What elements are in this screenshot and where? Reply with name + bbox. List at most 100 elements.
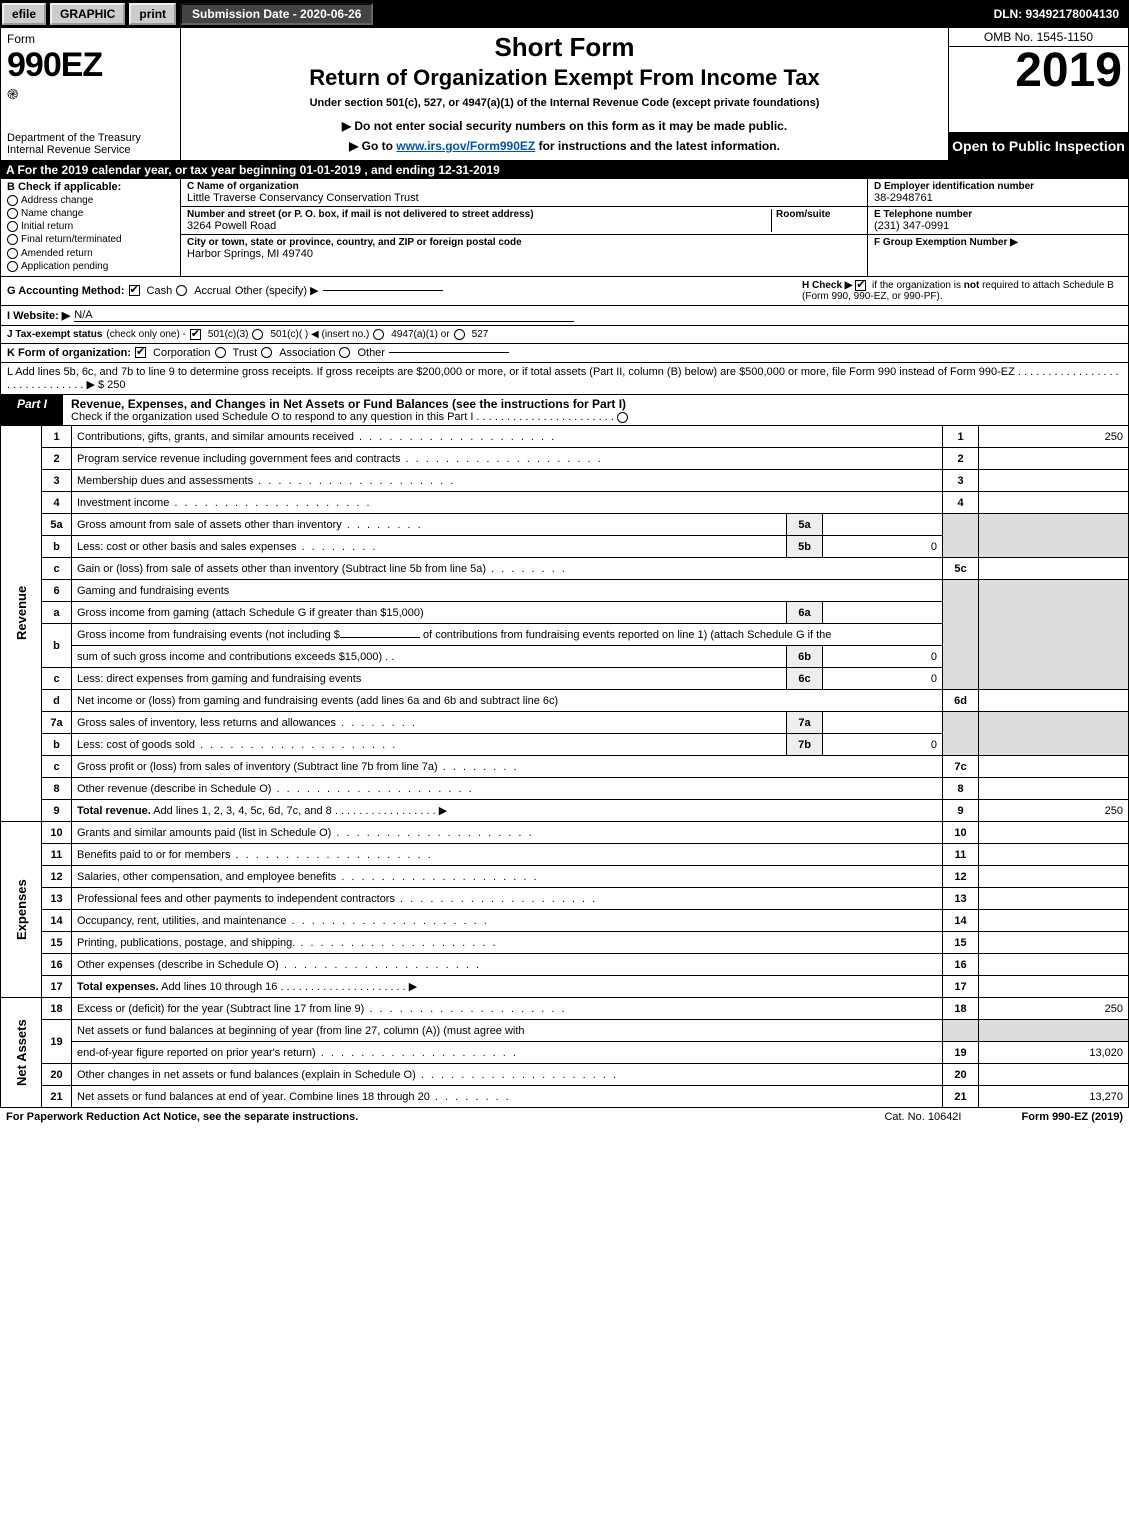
chk-application-pending[interactable]: Application pending [7,261,174,272]
dln: DLN: 93492178004130 [994,7,1129,21]
chk-association[interactable] [261,347,272,358]
line-5a-subval [823,514,943,536]
c-name-label: C Name of organization [187,181,861,192]
other-org-input[interactable] [389,352,509,353]
row-g-accounting: G Accounting Method: Cash Accrual Other … [0,277,1129,306]
e-tel-label: E Telephone number [874,209,1122,220]
f-group-label: F Group Exemption Number ▶ [874,237,1122,248]
part-1-table: Revenue 1 Contributions, gifts, grants, … [0,426,1129,1109]
chk-name-change[interactable]: Name change [7,208,174,219]
chk-501c[interactable] [252,329,263,340]
open-inspection: Open to Public Inspection [949,132,1128,160]
line-18-val: 250 [979,998,1129,1020]
line-18-desc: Excess or (deficit) for the year (Subtra… [72,998,943,1020]
row-j-tax-exempt: J Tax-exempt status (check only one) - 5… [0,326,1129,344]
graphic-button[interactable]: GRAPHIC [50,3,125,25]
line-6c-desc: Less: direct expenses from gaming and fu… [72,668,787,690]
footer-form-ref: Form 990-EZ (2019) [1022,1111,1124,1123]
chk-4947[interactable] [373,329,384,340]
column-b: B Check if applicable: Address change Na… [1,179,181,276]
line-7c-val [979,756,1129,778]
page-footer: For Paperwork Reduction Act Notice, see … [0,1108,1129,1126]
line-19-desc-a: Net assets or fund balances at beginning… [72,1020,943,1042]
part-1-tab: Part I [1,395,63,425]
chk-527[interactable] [454,329,465,340]
chk-corporation[interactable] [135,347,146,358]
row-i-website: I Website: ▶ N/A [0,306,1129,326]
chk-schedule-o[interactable] [617,412,628,423]
note-ssn: ▶ Do not enter social security numbers o… [191,119,938,133]
line-6b-input[interactable] [340,637,420,638]
chk-amended-return[interactable]: Amended return [7,248,174,259]
efile-button[interactable]: efile [2,3,46,25]
subtitle: Under section 501(c), 527, or 4947(a)(1)… [191,97,938,109]
line-6d-val [979,690,1129,712]
row-k-org-form: K Form of organization: Corporation Trus… [0,344,1129,363]
c-room-label: Room/suite [776,209,861,220]
print-button[interactable]: print [129,3,176,25]
line-3-desc: Membership dues and assessments [72,470,943,492]
line-2-val [979,448,1129,470]
form-id-block: Form 990EZ ֎ Department of the Treasury … [1,28,181,160]
line-7a-desc: Gross sales of inventory, less returns a… [72,712,787,734]
chk-h[interactable] [855,280,866,291]
chk-initial-return[interactable]: Initial return [7,221,174,232]
line-10-desc: Grants and similar amounts paid (list in… [72,822,943,844]
line-4-desc: Investment income [72,492,943,514]
line-5b-desc: Less: cost or other basis and sales expe… [72,536,787,558]
line-3-val [979,470,1129,492]
irs-link[interactable]: www.irs.gov/Form990EZ [396,139,535,153]
org-info-section: B Check if applicable: Address change Na… [0,179,1129,277]
line-17-val [979,976,1129,998]
column-c: C Name of organization Little Traverse C… [181,179,868,276]
submission-date: Submission Date - 2020-06-26 [180,3,373,25]
line-20-val [979,1064,1129,1086]
c-street-label: Number and street (or P. O. box, if mail… [187,209,771,220]
chk-final-return[interactable]: Final return/terminated [7,234,174,245]
side-expenses: Expenses [1,822,42,998]
line-16-val [979,954,1129,976]
chk-address-change[interactable]: Address change [7,195,174,206]
line-6d-desc: Net income or (loss) from gaming and fun… [72,690,943,712]
line-10-val [979,822,1129,844]
line-2-desc: Program service revenue including govern… [72,448,943,470]
other-specify-input[interactable] [323,290,443,291]
line-6c-subval: 0 [823,668,943,690]
top-bar: efile GRAPHIC print Submission Date - 20… [0,0,1129,28]
form-meta-block: OMB No. 1545-1150 2019 Open to Public In… [948,28,1128,160]
chk-other-org[interactable] [339,347,350,358]
line-6-desc: Gaming and fundraising events [72,580,943,602]
line-1-val: 250 [979,426,1129,448]
part-1-check-note: Check if the organization used Schedule … [71,411,1120,423]
line-5b-subval: 0 [823,536,943,558]
part-1-title: Revenue, Expenses, and Changes in Net As… [63,395,1128,425]
chk-trust[interactable] [215,347,226,358]
form-word: Form [7,32,174,46]
line-l-value: 250 [107,379,125,391]
side-revenue: Revenue [1,426,42,800]
line-16-desc: Other expenses (describe in Schedule O) [72,954,943,976]
line-15-desc: Printing, publications, postage, and shi… [72,932,943,954]
chk-501c3[interactable] [190,329,201,340]
line-14-val [979,910,1129,932]
line-7b-subval: 0 [823,734,943,756]
line-7b-desc: Less: cost of goods sold [72,734,787,756]
org-city: Harbor Springs, MI 49740 [187,248,861,260]
chk-accrual[interactable] [176,285,187,296]
line-6a-subval [823,602,943,624]
org-street: 3264 Powell Road [187,220,771,232]
line-7c-desc: Gross profit or (loss) from sales of inv… [72,756,943,778]
line-21-desc: Net assets or fund balances at end of ye… [72,1086,943,1108]
line-20-desc: Other changes in net assets or fund bala… [72,1064,943,1086]
ein: 38-2948761 [874,192,1122,204]
b-heading: B Check if applicable: [7,181,174,193]
row-l-gross-receipts: L Add lines 5b, 6c, and 7b to line 9 to … [0,363,1129,395]
dept: Department of the Treasury [7,132,174,144]
chk-cash[interactable] [129,285,140,296]
line-11-desc: Benefits paid to or for members [72,844,943,866]
line-6b-desc1: Gross income from fundraising events (no… [72,624,943,646]
telephone: (231) 347-0991 [874,220,1122,232]
line-11-val [979,844,1129,866]
form-code: 990EZ [7,46,174,85]
title-short-form: Short Form [191,32,938,63]
